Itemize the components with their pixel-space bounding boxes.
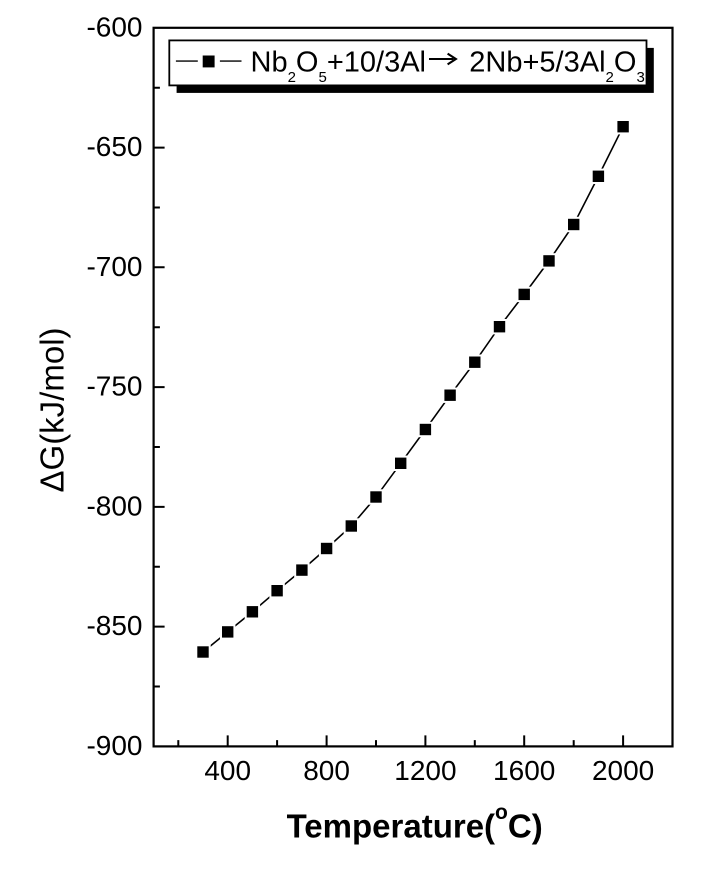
svg-text:2000: 2000 (592, 755, 654, 786)
svg-text:1600: 1600 (493, 755, 555, 786)
svg-text:-850: -850 (86, 610, 142, 641)
svg-text:ΔG(kJ/mol): ΔG(kJ/mol) (34, 327, 71, 492)
svg-text:-800: -800 (86, 490, 142, 521)
svg-text:-600: -600 (86, 11, 142, 42)
svg-text:-700: -700 (86, 251, 142, 282)
svg-text:-900: -900 (86, 730, 142, 761)
svg-text:-750: -750 (86, 371, 142, 402)
svg-text:1200: 1200 (394, 755, 456, 786)
svg-text:800: 800 (303, 755, 350, 786)
svg-text:-650: -650 (86, 131, 142, 162)
svg-text:400: 400 (204, 755, 251, 786)
